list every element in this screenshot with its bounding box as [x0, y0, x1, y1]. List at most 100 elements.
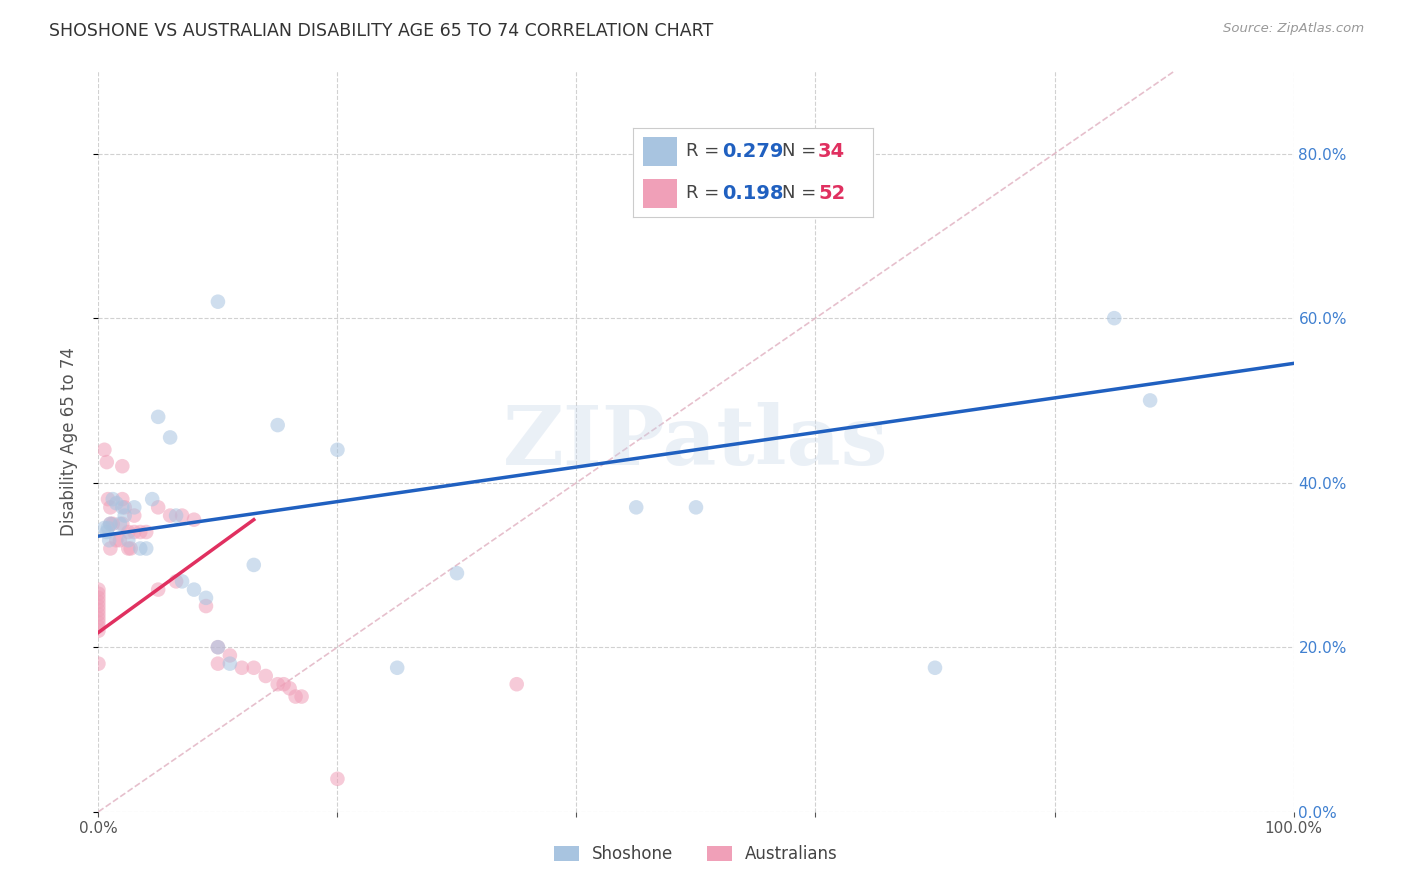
Point: [207, 640, 229, 655]
Point: [626, 500, 648, 515]
Point: [117, 533, 139, 548]
Point: [98, 533, 121, 548]
Point: [117, 541, 139, 556]
Point: [98, 516, 122, 531]
Point: [114, 508, 136, 523]
Point: [195, 591, 218, 605]
Point: [124, 500, 146, 515]
Point: [98, 500, 122, 515]
Point: [135, 541, 157, 556]
Point: [87, 591, 110, 605]
Point: [284, 690, 307, 704]
Point: [231, 661, 253, 675]
Legend: Shoshone, Australians: Shoshone, Australians: [547, 838, 845, 870]
Point: [129, 524, 152, 539]
Text: SHOSHONE VS AUSTRALIAN DISABILITY AGE 65 TO 74 CORRELATION CHART: SHOSHONE VS AUSTRALIAN DISABILITY AGE 65…: [49, 22, 713, 40]
Point: [111, 516, 134, 531]
Point: [93, 521, 115, 535]
Point: [148, 500, 170, 515]
Point: [207, 640, 229, 655]
Point: [111, 492, 134, 507]
Text: N =: N =: [782, 143, 823, 161]
Point: [207, 657, 229, 671]
Point: [685, 500, 707, 515]
Point: [267, 418, 290, 433]
Point: [135, 524, 157, 539]
Text: R =: R =: [686, 143, 725, 161]
Point: [111, 500, 134, 515]
Point: [96, 455, 118, 469]
Point: [87, 595, 110, 609]
Bar: [643, 136, 676, 166]
Point: [924, 661, 946, 675]
Point: [243, 661, 266, 675]
Point: [219, 657, 242, 671]
Point: [159, 430, 181, 444]
Point: [87, 611, 110, 625]
Point: [87, 599, 110, 613]
Point: [87, 624, 110, 638]
Point: [124, 524, 146, 539]
Point: [385, 661, 409, 675]
Point: [101, 516, 124, 531]
Point: [111, 459, 134, 474]
Point: [108, 533, 131, 548]
Text: 34: 34: [818, 142, 845, 161]
Point: [243, 558, 266, 572]
Point: [97, 492, 120, 507]
Text: 52: 52: [818, 184, 845, 202]
Point: [159, 508, 181, 523]
Text: 0.279: 0.279: [723, 142, 783, 161]
Point: [101, 492, 124, 507]
Text: 0.198: 0.198: [723, 184, 783, 202]
Point: [141, 492, 163, 507]
Point: [148, 582, 170, 597]
Point: [120, 541, 142, 556]
Point: [117, 524, 139, 539]
Point: [165, 508, 187, 523]
Point: [165, 574, 187, 589]
Point: [114, 500, 136, 515]
Point: [273, 677, 295, 691]
Point: [172, 508, 194, 523]
Point: [267, 677, 290, 691]
Point: [87, 587, 110, 601]
Point: [195, 599, 218, 613]
Point: [87, 619, 110, 633]
Point: [446, 566, 468, 581]
Point: [326, 772, 349, 786]
Point: [1104, 311, 1126, 326]
Point: [291, 690, 314, 704]
Point: [183, 513, 205, 527]
Text: Source: ZipAtlas.com: Source: ZipAtlas.com: [1223, 22, 1364, 36]
Text: ZIPatlas: ZIPatlas: [503, 401, 889, 482]
Point: [96, 524, 118, 539]
Point: [148, 409, 170, 424]
Point: [87, 607, 110, 622]
Point: [183, 582, 205, 597]
Text: N =: N =: [782, 185, 823, 202]
Point: [97, 521, 120, 535]
Point: [105, 533, 128, 548]
Point: [129, 541, 152, 556]
Point: [87, 603, 110, 617]
Point: [105, 496, 128, 510]
Point: [124, 508, 146, 523]
Point: [108, 516, 131, 531]
Point: [93, 442, 115, 457]
Y-axis label: Disability Age 65 to 74: Disability Age 65 to 74: [59, 347, 77, 536]
Point: [326, 442, 349, 457]
Point: [87, 615, 110, 630]
Point: [506, 677, 529, 691]
Bar: [643, 178, 676, 208]
Point: [87, 582, 110, 597]
Point: [172, 574, 194, 589]
Point: [278, 681, 301, 696]
Point: [1139, 393, 1161, 408]
Point: [87, 657, 110, 671]
Point: [207, 294, 229, 309]
Point: [254, 669, 277, 683]
Point: [98, 541, 122, 556]
Point: [98, 516, 122, 531]
Text: R =: R =: [686, 185, 725, 202]
